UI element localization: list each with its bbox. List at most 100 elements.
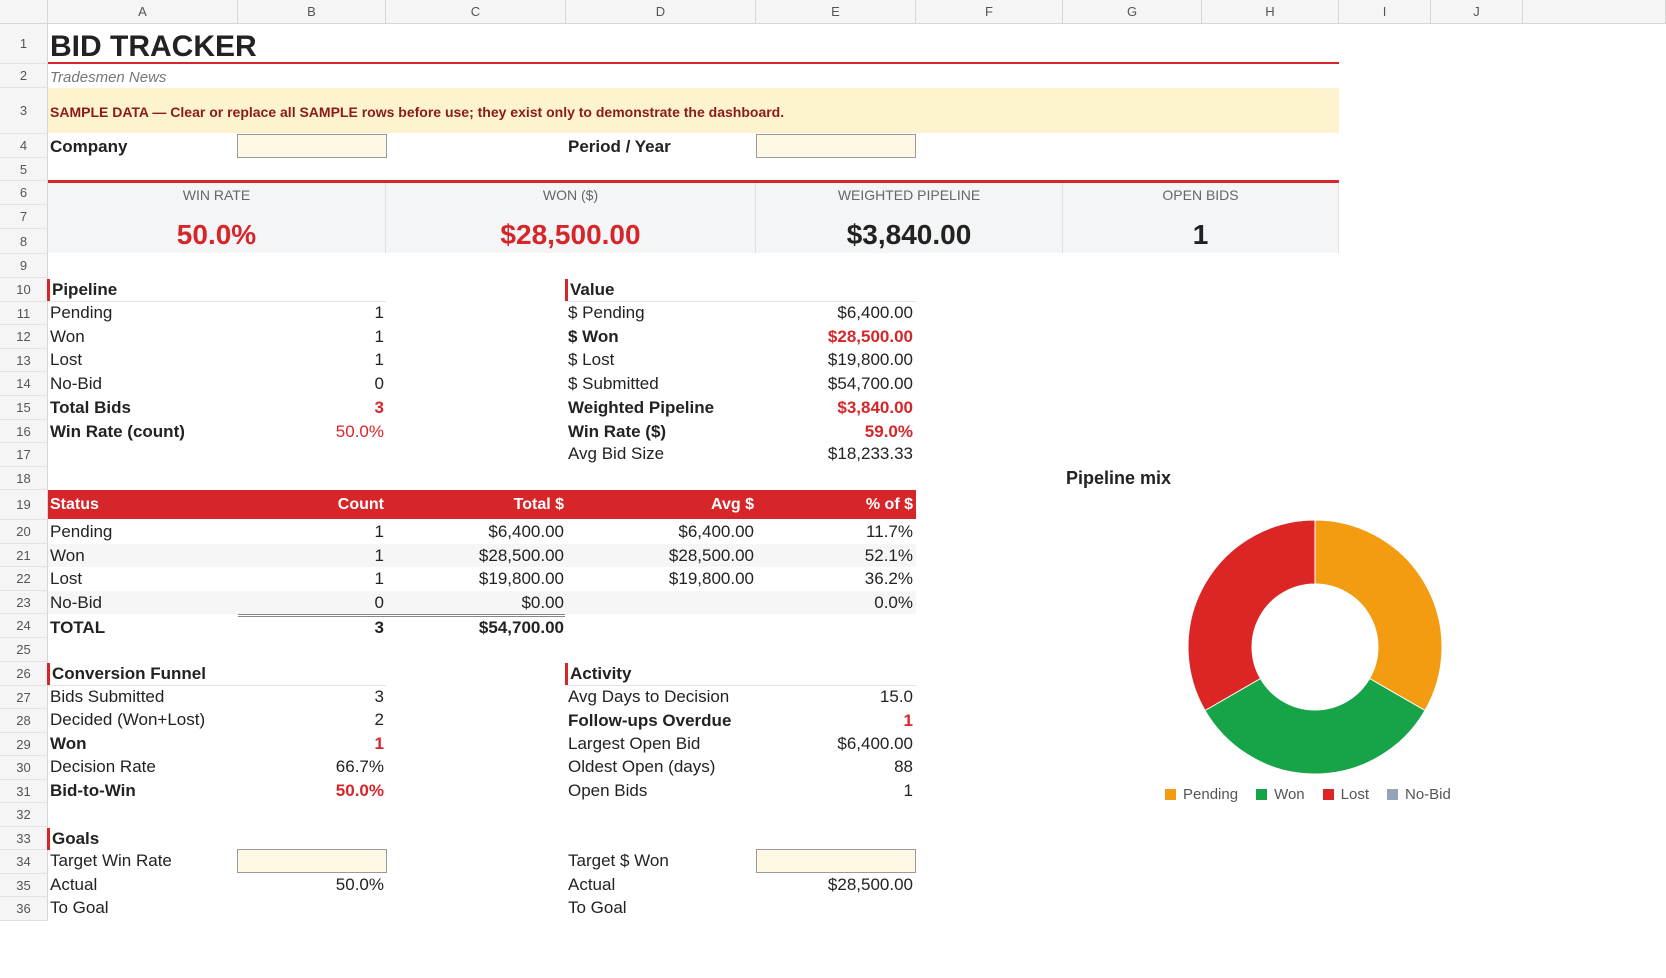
- column-header[interactable]: G: [1063, 0, 1202, 24]
- kpi-weighted-pipeline: WEIGHTED PIPELINE $3,840.00: [756, 183, 1063, 253]
- column-header[interactable]: J: [1431, 0, 1523, 24]
- row-header[interactable]: 16: [0, 420, 48, 443]
- row-header[interactable]: 18: [0, 467, 48, 490]
- row-header[interactable]: 34: [0, 850, 48, 874]
- table-cell-total: $0.00: [521, 593, 564, 612]
- row-header[interactable]: 12: [0, 325, 48, 349]
- table-cell-count: 0: [374, 593, 384, 612]
- row-header[interactable]: 22: [0, 567, 48, 591]
- column-header[interactable]: H: [1202, 0, 1339, 24]
- pct-header: % of $: [865, 496, 913, 513]
- row-header[interactable]: 36: [0, 897, 48, 921]
- goal-label: Actual: [50, 875, 98, 894]
- funnel-label: Bids Submitted: [50, 687, 165, 706]
- legend-swatch-won: [1256, 789, 1268, 800]
- row-header[interactable]: 14: [0, 372, 48, 396]
- column-header[interactable]: A: [48, 0, 238, 24]
- row-header[interactable]: 28: [0, 709, 48, 733]
- table-cell-status: Lost: [50, 569, 83, 588]
- column-header[interactable]: C: [386, 0, 566, 24]
- activity-value: 88: [894, 757, 913, 776]
- activity-title: Activity: [565, 663, 631, 685]
- row-header[interactable]: 20: [0, 520, 48, 544]
- row-header[interactable]: 6: [0, 181, 48, 205]
- period-input[interactable]: [756, 134, 916, 158]
- table-cell-avg: $28,500.00: [668, 546, 754, 565]
- legend-label: Pending: [1183, 786, 1239, 803]
- target-win-rate-input[interactable]: [237, 849, 387, 873]
- row-header[interactable]: 23: [0, 591, 48, 614]
- activity-value: $6,400.00: [837, 734, 913, 753]
- row-header[interactable]: 3: [0, 88, 48, 134]
- row-header[interactable]: 24: [0, 614, 48, 638]
- funnel-value: 3: [374, 687, 384, 706]
- value-amount: $19,800.00: [827, 350, 913, 369]
- pipeline-value: 1: [374, 327, 384, 346]
- total-header: Total $: [513, 496, 564, 513]
- row-header[interactable]: 5: [0, 158, 48, 181]
- activity-label: Open Bids: [568, 781, 648, 800]
- table-total-label: TOTAL: [50, 618, 106, 637]
- kpi-won: WON ($) $28,500.00: [386, 183, 756, 253]
- sample-banner-text: SAMPLE DATA — Clear or replace all SAMPL…: [50, 104, 785, 120]
- column-header[interactable]: E: [756, 0, 916, 24]
- row-header[interactable]: 15: [0, 396, 48, 420]
- column-header[interactable]: B: [238, 0, 386, 24]
- row-header[interactable]: 9: [0, 254, 48, 278]
- row-header[interactable]: 1: [0, 24, 48, 64]
- row-header[interactable]: 27: [0, 686, 48, 709]
- funnel-value: 50.0%: [335, 781, 384, 800]
- row-header[interactable]: 26: [0, 662, 48, 686]
- column-header[interactable]: I: [1339, 0, 1431, 24]
- row-header[interactable]: 31: [0, 780, 48, 803]
- row-header[interactable]: 35: [0, 874, 48, 897]
- goal-label: To Goal: [50, 898, 109, 917]
- pipeline-label: Total Bids: [50, 398, 131, 417]
- legend-label: Lost: [1340, 786, 1369, 803]
- row-header[interactable]: 29: [0, 733, 48, 756]
- row-header[interactable]: 10: [0, 278, 48, 302]
- pipeline-label: Win Rate (count): [50, 422, 185, 441]
- row-header[interactable]: 30: [0, 756, 48, 780]
- kpi-label: WIN RATE: [182, 187, 251, 203]
- row-header[interactable]: 11: [0, 302, 48, 325]
- table-cell-count: 1: [374, 546, 384, 565]
- row-header[interactable]: 7: [0, 205, 48, 229]
- value-label: Avg Bid Size: [568, 444, 665, 463]
- legend-swatch-pending: [1165, 789, 1176, 800]
- section-divider: [48, 685, 386, 686]
- column-header[interactable]: [1523, 0, 1666, 24]
- row-header[interactable]: 13: [0, 349, 48, 372]
- row-header[interactable]: 4: [0, 134, 48, 158]
- select-all-corner[interactable]: [0, 0, 48, 24]
- row-header[interactable]: 19: [0, 490, 48, 520]
- company-input[interactable]: [237, 134, 387, 158]
- funnel-title: Conversion Funnel: [47, 663, 206, 685]
- column-header[interactable]: F: [916, 0, 1063, 24]
- row-header[interactable]: 33: [0, 827, 48, 850]
- row-header[interactable]: 32: [0, 803, 48, 827]
- activity-label: Follow-ups Overdue: [568, 711, 732, 730]
- kpi-open-bids: OPEN BIDS 1: [1063, 183, 1339, 253]
- table-cell-avg: $6,400.00: [678, 522, 754, 541]
- column-header[interactable]: D: [566, 0, 756, 24]
- chart-title: Pipeline mix: [1066, 468, 1172, 488]
- table-cell-count: 1: [374, 569, 384, 588]
- pipeline-value: 3: [374, 398, 384, 417]
- pipeline-value: 50.0%: [335, 422, 384, 441]
- kpi-win-rate: WIN RATE 50.0%: [48, 183, 386, 253]
- activity-label: Avg Days to Decision: [568, 687, 730, 706]
- company-label: Company: [50, 137, 128, 156]
- target-won-input[interactable]: [756, 849, 916, 873]
- table-row-stripe: [48, 544, 916, 567]
- row-header[interactable]: 2: [0, 64, 48, 88]
- table-cell-count: 1: [374, 522, 384, 541]
- row-header[interactable]: 25: [0, 638, 48, 662]
- page-title: BID TRACKER: [50, 30, 257, 63]
- table-cell-pct: 11.7%: [866, 522, 913, 541]
- row-header[interactable]: 8: [0, 229, 48, 254]
- value-amount: 59.0%: [864, 422, 913, 441]
- table-row-stripe: [48, 591, 916, 614]
- row-header[interactable]: 21: [0, 544, 48, 567]
- row-header[interactable]: 17: [0, 443, 48, 467]
